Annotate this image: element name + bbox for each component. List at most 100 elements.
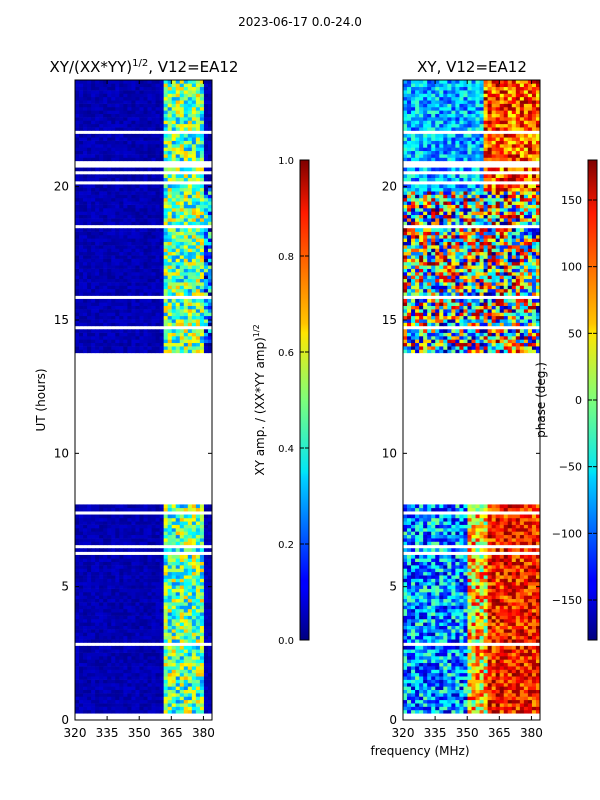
- heatmap-cell: [171, 538, 177, 542]
- heatmap-cell: [91, 622, 96, 626]
- heatmap-cell: [155, 649, 161, 653]
- heatmap-cell: [155, 211, 161, 216]
- heatmap-cell: [159, 221, 165, 226]
- heatmap-cell: [159, 241, 165, 246]
- heatmap-cell: [147, 127, 152, 131]
- heatmap-cell: [139, 336, 144, 340]
- heatmap-cell: [147, 662, 152, 667]
- heatmap-cell: [91, 336, 96, 340]
- heatmap-cell: [75, 234, 80, 239]
- heatmap-cell: [431, 709, 436, 714]
- heatmap-cell: [151, 608, 156, 613]
- heatmap-cell: [163, 659, 169, 664]
- heatmap-cell: [115, 150, 120, 155]
- heatmap-cell: [187, 622, 193, 626]
- heatmap-cell: [91, 248, 96, 253]
- heatmap-cell: [83, 140, 88, 145]
- heatmap-cell: [151, 238, 156, 242]
- heatmap-cell: [115, 349, 120, 354]
- heatmap-cell: [107, 534, 112, 539]
- heatmap-cell: [87, 201, 92, 205]
- heatmap-cell: [471, 679, 476, 684]
- heatmap-cell: [139, 329, 144, 333]
- heatmap-cell: [175, 531, 181, 536]
- heatmap-cell: [199, 93, 205, 98]
- heatmap-cell: [207, 548, 213, 552]
- heatmap-cell: [491, 689, 497, 694]
- heatmap-cell: [143, 214, 148, 219]
- heatmap-cell: [483, 669, 489, 674]
- heatmap-cell: [527, 696, 533, 701]
- heatmap-cell: [139, 669, 144, 674]
- heatmap-cell: [75, 581, 80, 586]
- heatmap-cell: [179, 615, 185, 620]
- heatmap-cell: [195, 90, 201, 94]
- heatmap-cell: [123, 575, 128, 579]
- heatmap-cell: [139, 605, 144, 610]
- heatmap-cell: [131, 150, 136, 155]
- heatmap-cell: [187, 669, 193, 674]
- heatmap-cell: [195, 147, 201, 152]
- heatmap-cell: [135, 605, 140, 610]
- heatmap-cell: [475, 679, 480, 684]
- heatmap-cell: [123, 288, 128, 293]
- heatmap-cell: [107, 339, 112, 344]
- heatmap-cell: [143, 693, 148, 697]
- heatmap-cell: [179, 144, 185, 148]
- heatmap-cell: [207, 302, 213, 306]
- heatmap-cell: [75, 167, 80, 172]
- heatmap-cell: [119, 96, 124, 101]
- heatmap-cell: [183, 514, 189, 519]
- heatmap-cell: [183, 315, 189, 320]
- heatmap-cell: [191, 80, 197, 84]
- heatmap-cell: [139, 201, 144, 205]
- heatmap-cell: [115, 90, 120, 94]
- heatmap-cell: [167, 167, 173, 172]
- heatmap-cell: [119, 689, 124, 694]
- heatmap-cell: [79, 346, 84, 350]
- heatmap-cell: [167, 693, 173, 697]
- heatmap-cell: [179, 568, 185, 573]
- heatmap-cell: [107, 167, 112, 172]
- heatmap-cell: [159, 174, 165, 178]
- heatmap-cell: [155, 629, 161, 633]
- heatmap-cell: [167, 86, 173, 91]
- heatmap-cell: [187, 268, 193, 273]
- heatmap-cell: [91, 514, 96, 519]
- heatmap-cell: [103, 251, 108, 256]
- heatmap-cell: [99, 581, 104, 586]
- heatmap-cell: [151, 204, 156, 209]
- heatmap-cell: [475, 709, 480, 714]
- heatmap-cell: [491, 662, 497, 667]
- heatmap-cell: [131, 288, 136, 293]
- heatmap-cell: [163, 571, 169, 576]
- heatmap-cell: [195, 214, 201, 219]
- heatmap-cell: [175, 706, 181, 711]
- heatmap-cell: [131, 127, 136, 131]
- heatmap-cell: [75, 608, 80, 613]
- heatmap-cell: [75, 238, 80, 242]
- heatmap-cell: [95, 309, 100, 313]
- heatmap-cell: [95, 507, 100, 512]
- heatmap-cell: [107, 123, 112, 128]
- heatmap-cell: [103, 93, 108, 98]
- heatmap-cell: [147, 656, 152, 660]
- heatmap-cell: [187, 336, 193, 340]
- heatmap-cell: [199, 332, 205, 337]
- heatmap-cell: [175, 507, 181, 512]
- heatmap-cell: [119, 669, 124, 674]
- heatmap-cell: [179, 578, 185, 583]
- heatmap-cell: [163, 319, 169, 323]
- heatmap-cell: [427, 699, 432, 704]
- heatmap-cell: [159, 154, 165, 158]
- heatmap-cell: [187, 329, 193, 333]
- heatmap-cell: [87, 622, 92, 626]
- heatmap-cell: [403, 686, 408, 690]
- heatmap-cell: [175, 154, 181, 158]
- heatmap-cell: [127, 258, 132, 263]
- heatmap-cell: [87, 255, 92, 259]
- heatmap-cell: [75, 679, 80, 684]
- heatmap-cell: [99, 238, 104, 242]
- heatmap-cell: [479, 706, 484, 711]
- heatmap-cell: [91, 221, 96, 226]
